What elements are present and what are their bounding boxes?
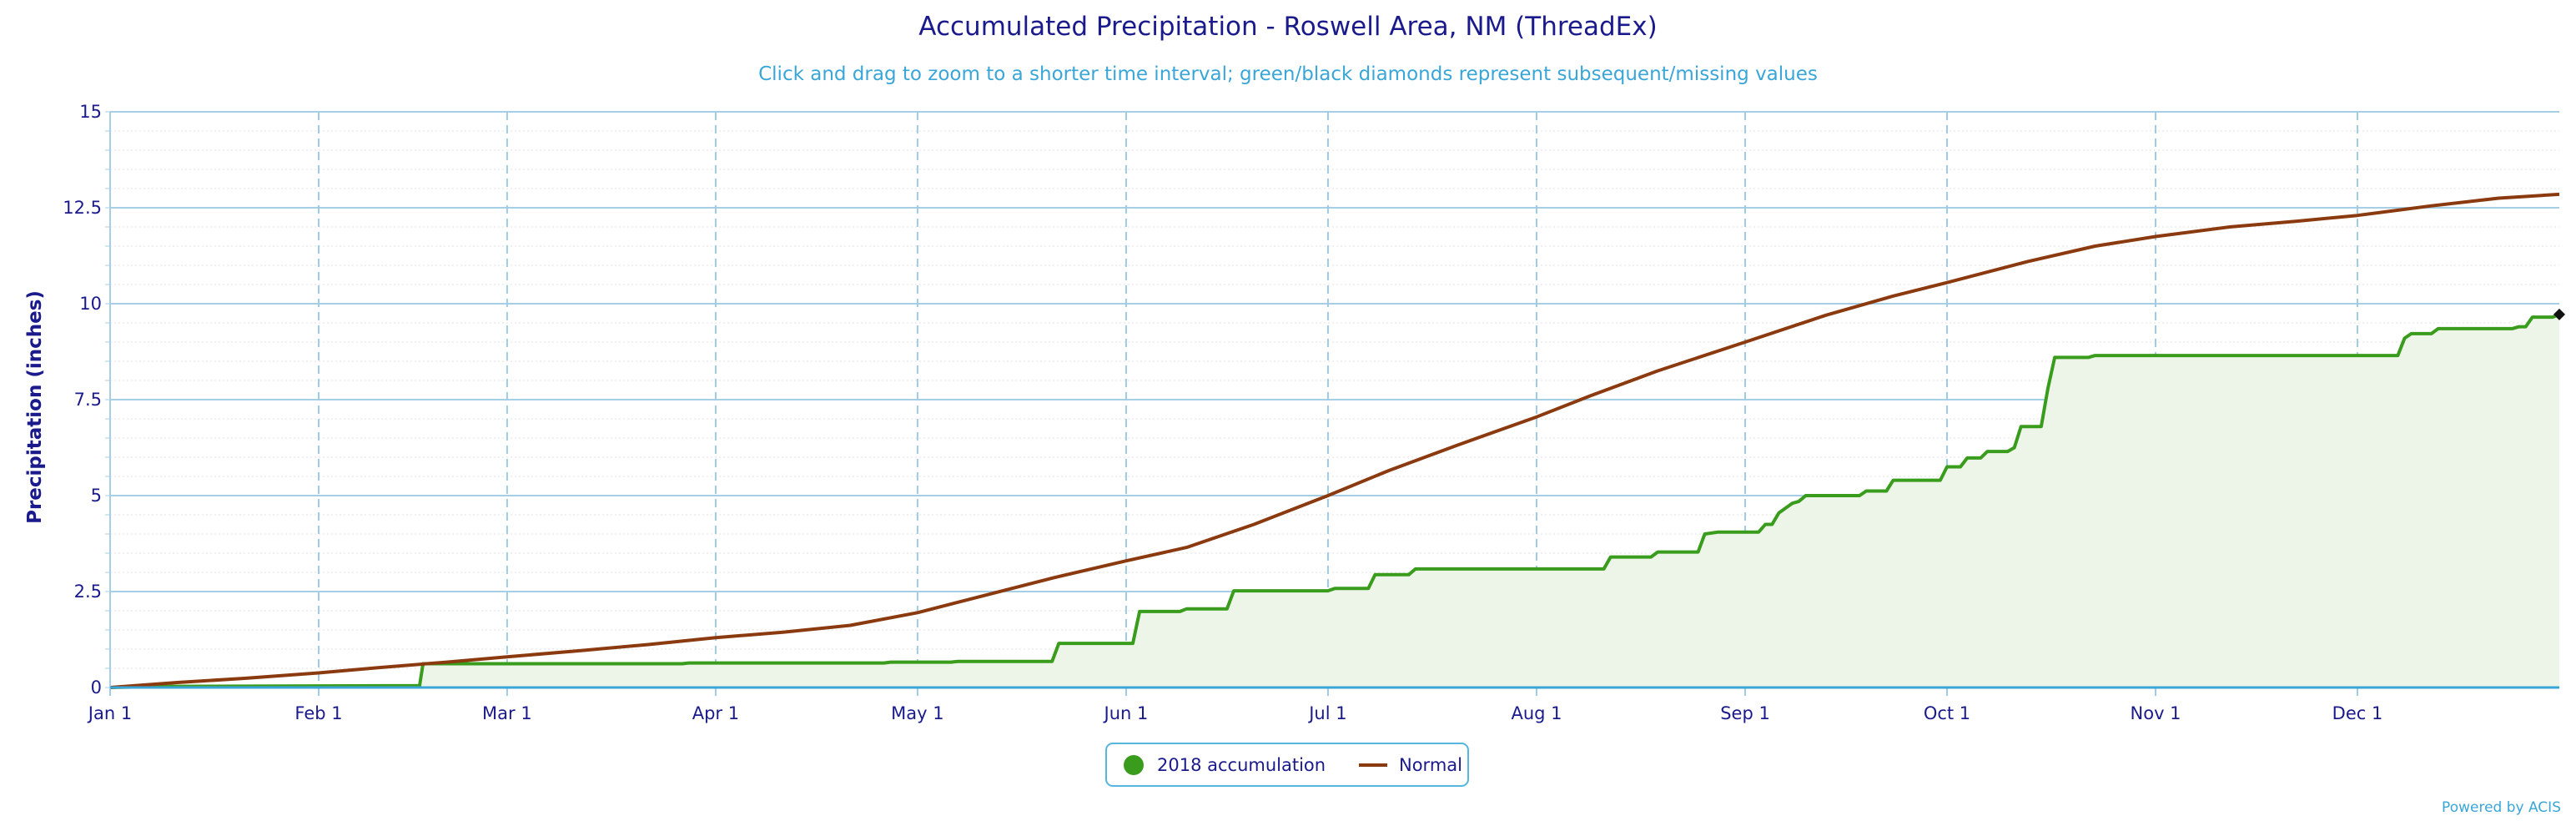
series-line-2018-accumulation[interactable] xyxy=(109,313,2560,689)
x-tick-label: Dec 1 xyxy=(2332,703,2383,723)
chart-subtitle: Click and drag to zoom to a shorter time… xyxy=(758,63,1818,85)
y-tick-label: 5 xyxy=(91,486,102,506)
legend-item-2018-accumulation[interactable]: 2018 accumulation xyxy=(1124,744,1326,785)
y-tick-label: 7.5 xyxy=(74,390,102,410)
chart-legend: 2018 accumulation Normal xyxy=(1105,743,1469,787)
y-axis-label: Precipitation (inches) xyxy=(24,290,46,524)
x-tick-label: Sep 1 xyxy=(1720,703,1770,723)
series-area-2018-accumulation xyxy=(110,314,2559,688)
x-tick-label: Apr 1 xyxy=(692,703,739,723)
acis-credit-link[interactable]: Powered by ACIS xyxy=(2442,799,2561,816)
x-tick-label: Nov 1 xyxy=(2131,703,2181,723)
x-tick-label: Feb 1 xyxy=(294,703,342,723)
y-tick-label: 15 xyxy=(79,102,102,122)
x-tick-label: Jul 1 xyxy=(1307,703,1346,723)
legend-label-normal: Normal xyxy=(1399,754,1462,775)
y-tick-label: 0 xyxy=(91,677,102,698)
legend-item-normal[interactable]: Normal xyxy=(1359,744,1462,785)
legend-label-2018-accumulation: 2018 accumulation xyxy=(1157,754,1326,775)
series-line-normal[interactable] xyxy=(109,192,2560,689)
diamond-marker[interactable] xyxy=(2553,308,2565,320)
x-tick-label: Jan 1 xyxy=(87,703,132,723)
y-tick-label: 2.5 xyxy=(74,582,102,602)
chart-title: Accumulated Precipitation - Roswell Area… xyxy=(918,12,1658,42)
axes: 0 2.5 5 7.5 10 12.5 15 Jan 1 Feb 1 Mar 1 Apr 1 May … xyxy=(63,102,2559,723)
y-tick-label: 10 xyxy=(79,294,102,314)
series-area-layer xyxy=(110,314,2559,688)
x-tick-label: Jun 1 xyxy=(1103,703,1149,723)
x-tick-label: Oct 1 xyxy=(1924,703,1970,723)
y-tick-label: 12.5 xyxy=(63,198,102,218)
series-line-layer[interactable] xyxy=(109,192,2560,689)
x-tick-label: Aug 1 xyxy=(1511,703,1562,723)
x-tick-label: May 1 xyxy=(891,703,943,723)
x-tick-label: Mar 1 xyxy=(482,703,532,723)
marker-layer[interactable] xyxy=(2553,308,2565,320)
legend-circle-icon xyxy=(1124,754,1144,775)
legend-line-icon xyxy=(1359,763,1387,767)
